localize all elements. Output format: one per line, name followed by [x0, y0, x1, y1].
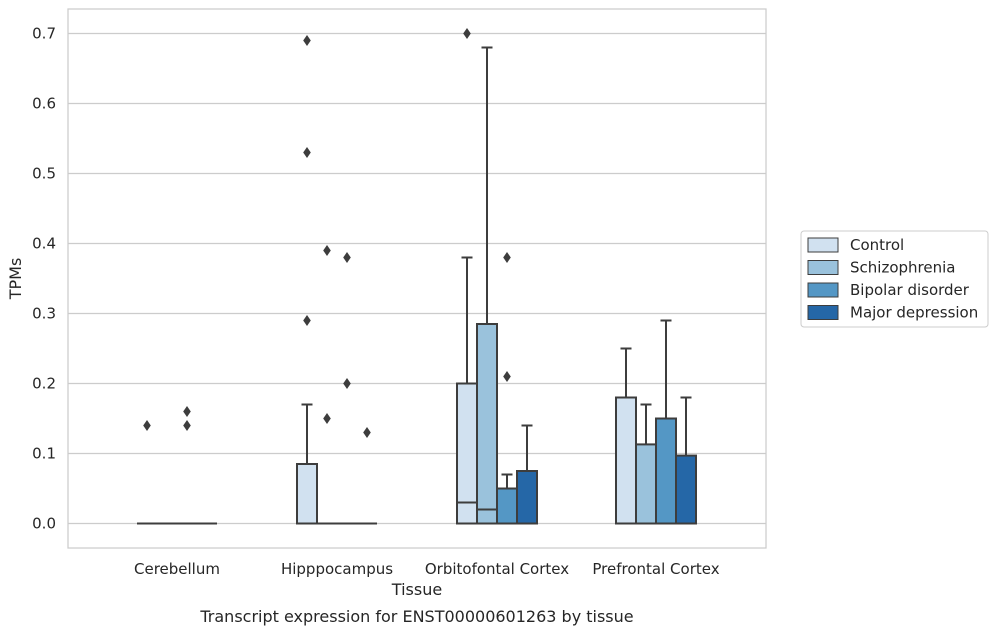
x-tick-label: Hipppocampus — [281, 560, 393, 578]
x-tick-label: Prefrontal Cortex — [592, 560, 719, 578]
y-tick-label: 0.7 — [32, 25, 56, 43]
outlier-marker — [503, 371, 511, 382]
y-tick-label: 0.4 — [32, 235, 56, 253]
outlier-marker — [323, 413, 331, 424]
outlier-marker — [323, 245, 331, 256]
y-axis-ticks: 0.0 0.1 0.2 0.3 0.4 0.5 0.6 0.7 — [32, 25, 56, 533]
x-axis-label: Tissue — [391, 580, 442, 599]
box-body — [615, 396, 637, 525]
chart-caption: Transcript expression for ENST0000060126… — [199, 607, 633, 626]
box-body — [496, 487, 518, 525]
outlier-marker — [343, 252, 351, 263]
y-tick-label: 0.5 — [32, 165, 56, 183]
x-tick-label: Orbitofontal Cortex — [425, 560, 569, 578]
outlier-marker — [303, 315, 311, 326]
box-schizophrenia — [317, 245, 337, 525]
x-tick-label: Cerebellum — [134, 560, 220, 578]
box-bipolar-disorder — [655, 319, 677, 525]
box-control — [456, 28, 478, 525]
outlier-marker — [143, 420, 151, 431]
outlier-marker — [503, 252, 511, 263]
outlier-marker — [303, 147, 311, 158]
box-schizophrenia — [476, 46, 498, 525]
legend-swatch — [807, 305, 839, 320]
box-body — [476, 323, 498, 525]
legend-label: Control — [850, 236, 904, 254]
box-major-depression — [516, 424, 538, 525]
legend-label: Schizophrenia — [850, 259, 955, 277]
y-tick-label: 0.0 — [32, 515, 56, 533]
outlier-marker — [363, 427, 371, 438]
legend-label: Major depression — [850, 304, 978, 322]
box-plot-area — [137, 28, 697, 525]
legend-label: Bipolar disorder — [850, 281, 970, 299]
box-major-depression — [357, 427, 377, 525]
y-axis-label: TPMs — [6, 258, 25, 301]
legend: Control Schizophrenia Bipolar disorder Majo… — [800, 230, 989, 328]
legend-frame — [800, 230, 989, 328]
legend-swatch — [807, 237, 839, 253]
plot-frame — [67, 8, 767, 549]
box-body — [675, 454, 697, 525]
gridlines — [68, 32, 766, 525]
x-axis-ticks: Cerebellum Hipppocampus Orbitofontal Corte… — [134, 560, 720, 578]
outlier-marker — [343, 378, 351, 389]
box-body — [635, 443, 657, 525]
box-bipolar-disorder — [337, 252, 357, 525]
box-control — [137, 420, 157, 525]
outlier-marker — [183, 406, 191, 417]
box-body — [655, 417, 677, 525]
box-body — [296, 463, 318, 525]
y-tick-label: 0.3 — [32, 305, 56, 323]
box-control — [615, 347, 637, 525]
box-schizophrenia — [635, 403, 657, 525]
box-bipolar-disorder — [177, 406, 197, 525]
box-bipolar-disorder — [496, 252, 518, 525]
outlier-marker — [183, 420, 191, 431]
outlier-marker — [303, 35, 311, 46]
y-tick-label: 0.6 — [32, 95, 56, 113]
y-tick-label: 0.1 — [32, 445, 56, 463]
y-tick-label: 0.2 — [32, 375, 56, 393]
box-major-depression — [675, 396, 697, 525]
legend-swatch — [807, 282, 839, 298]
box-control — [296, 35, 318, 525]
legend-swatch — [807, 260, 839, 275]
outlier-marker — [463, 28, 471, 39]
box-body — [516, 470, 538, 525]
